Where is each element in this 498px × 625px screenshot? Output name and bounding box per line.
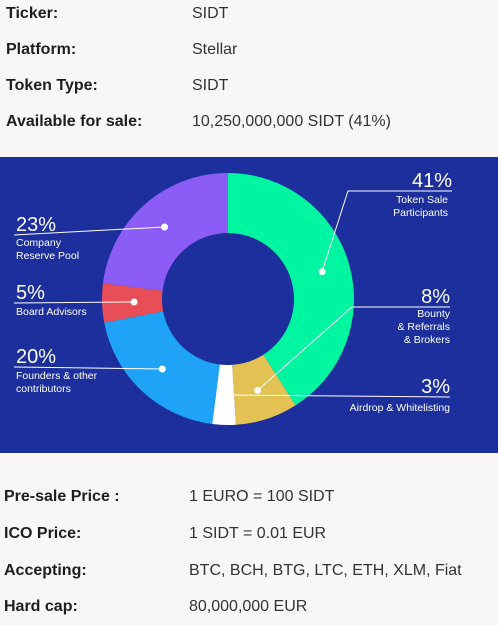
- leader-dot-5: [161, 223, 169, 231]
- slice-name-label-1: & Brokers: [404, 334, 450, 346]
- slice-percent-label-2: 3%: [421, 376, 450, 398]
- leader-dot-1: [254, 386, 262, 394]
- slice-name-label-1: & Referrals: [397, 321, 450, 333]
- accepting-row: Accepting: BTC, BCH, BTG, LTC, ETH, XLM,…: [0, 553, 498, 589]
- accepting-value: BTC, BCH, BTG, LTC, ETH, XLM, Fiat: [189, 562, 462, 579]
- accepting-label: Accepting:: [4, 562, 87, 579]
- slice-name-label-0: Participants: [393, 207, 448, 219]
- slice-name-label-5: Company: [16, 237, 62, 249]
- slice-name-label-2: Airdrop & Whitelisting: [350, 402, 451, 414]
- ico-price-label: ICO Price:: [4, 525, 82, 542]
- platform-value: Stellar: [192, 41, 238, 58]
- hard-cap-value: 80,000,000 EUR: [189, 598, 308, 615]
- platform-row: Platform: Stellar: [0, 32, 498, 68]
- token-type-row: Token Type: SIDT: [0, 68, 498, 104]
- hard-cap-row: Hard cap: 80,000,000 EUR: [0, 589, 498, 625]
- slice-percent-label-1: 8%: [421, 286, 450, 308]
- leader-dot-4: [130, 298, 138, 306]
- available-value: 10,250,000,000 SIDT (41%): [192, 113, 391, 130]
- available-row: Available for sale: 10,250,000,000 SIDT …: [0, 104, 498, 140]
- slice-name-label-0: Token Sale: [396, 194, 448, 206]
- leader-line-2: [224, 394, 451, 398]
- slice-name-label-1: Bounty: [417, 308, 450, 320]
- leader-line-5: [13, 226, 165, 236]
- platform-label: Platform:: [6, 41, 77, 58]
- leader-line-1: [257, 306, 450, 391]
- slice-5: [102, 173, 228, 291]
- token-distribution-chart: 41% Token Sale Participants 8% Bounty & Refer…: [0, 157, 498, 453]
- leader-line-0: [321, 190, 452, 272]
- leader-dot-0: [318, 268, 326, 276]
- slice-name-label-3: Founders & other: [16, 370, 98, 382]
- slice-1: [232, 354, 296, 425]
- slice-0: [228, 173, 355, 406]
- slice-name-label-3: contributors: [16, 383, 71, 395]
- leader-line-3: [13, 366, 163, 370]
- token-type-label: Token Type:: [6, 77, 98, 94]
- ticker-value: SIDT: [192, 5, 229, 22]
- token-type-value: SIDT: [192, 77, 229, 94]
- donut-hole: [162, 233, 294, 365]
- ticker-label: Ticker:: [6, 5, 59, 22]
- hard-cap-label: Hard cap:: [4, 598, 78, 615]
- leader-dot-3: [158, 365, 166, 373]
- leader-line-4: [13, 301, 135, 304]
- presale-price-row: Pre-sale Price : 1 EURO = 100 SIDT: [0, 479, 498, 515]
- ico-price-value: 1 SIDT = 0.01 EUR: [189, 525, 327, 542]
- ico-price-row: ICO Price: 1 SIDT = 0.01 EUR: [0, 516, 498, 552]
- slice-percent-label-3: 20%: [16, 346, 56, 368]
- available-label: Available for sale:: [6, 113, 143, 130]
- ticker-row: Ticker: SIDT: [0, 0, 498, 32]
- presale-price-label: Pre-sale Price :: [4, 488, 120, 505]
- slice-percent-label-5: 23%: [16, 214, 56, 236]
- slice-name-label-4: Board Advisors: [16, 306, 87, 318]
- leader-dot-2: [221, 391, 229, 399]
- slice-percent-label-0: 41%: [412, 170, 452, 192]
- slice-name-label-5: Reserve Pool: [16, 250, 79, 262]
- slice-percent-label-4: 5%: [16, 282, 45, 304]
- presale-price-value: 1 EURO = 100 SIDT: [189, 488, 335, 505]
